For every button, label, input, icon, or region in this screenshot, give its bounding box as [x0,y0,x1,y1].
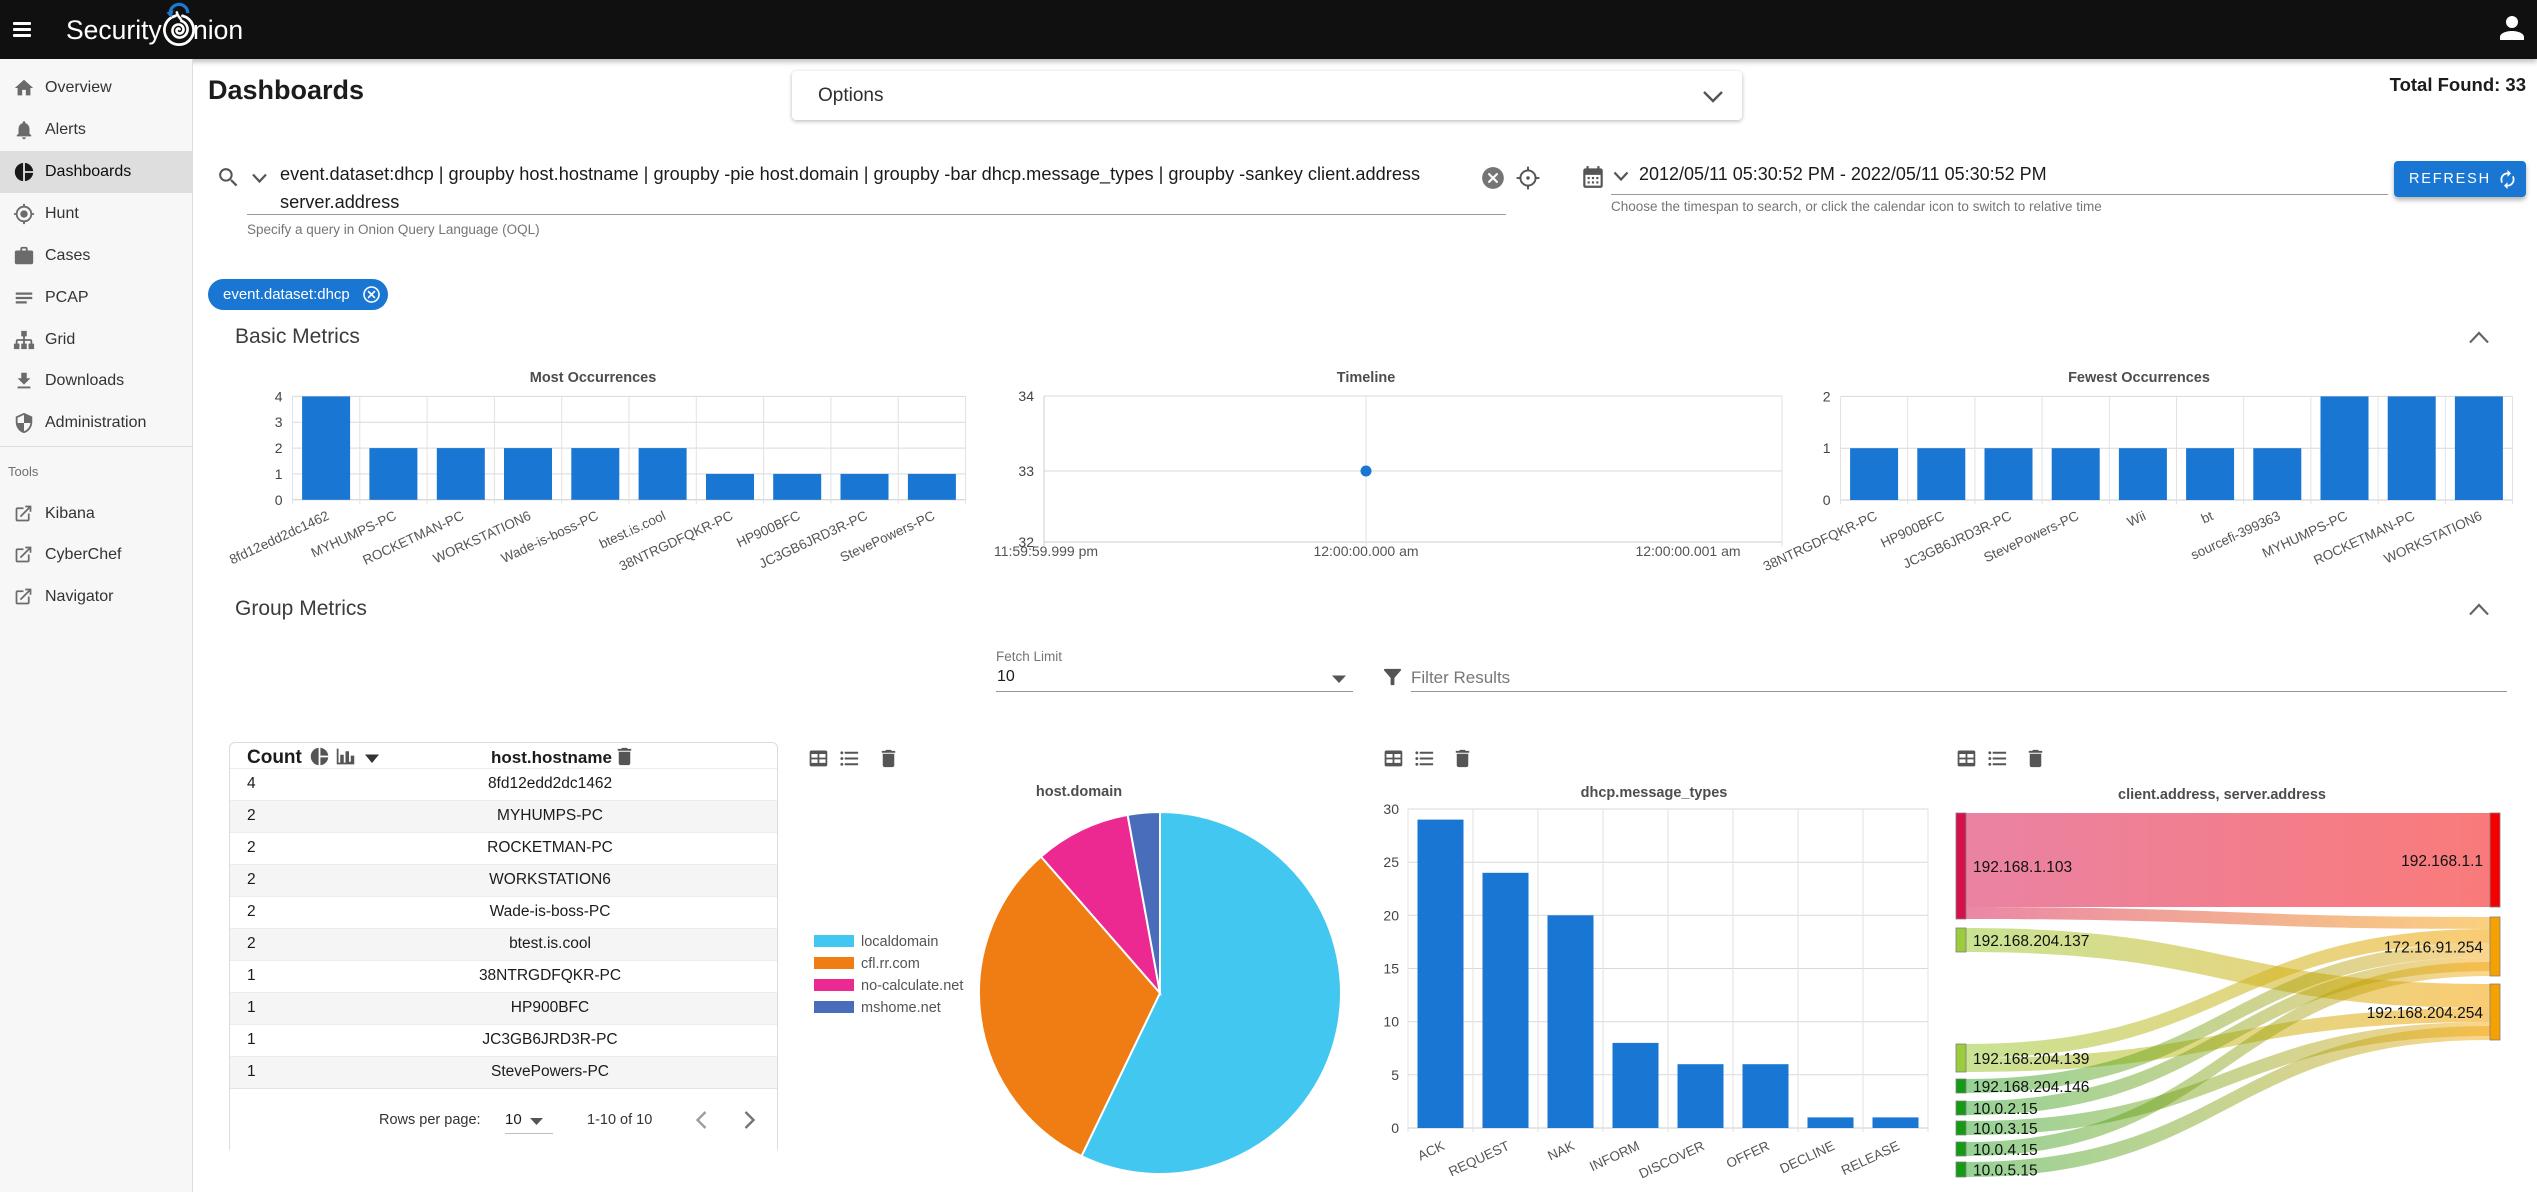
svg-text:15: 15 [1383,961,1399,977]
svg-text:172.16.91.254: 172.16.91.254 [2384,940,2484,957]
svg-text:mshome.net: mshome.net [861,1000,941,1016]
svg-text:38NTRGDFQKR-PC: 38NTRGDFQKR-PC [1761,508,1880,574]
svg-text:10.0.5.15: 10.0.5.15 [1973,1163,2038,1180]
svg-text:10.0.2.15: 10.0.2.15 [1973,1101,2038,1118]
svg-text:0: 0 [275,492,283,508]
svg-text:bt: bt [2199,508,2216,526]
svg-text:2: 2 [275,440,283,456]
svg-text:192.168.1.103: 192.168.1.103 [1973,859,2072,876]
svg-text:Most Occurrences: Most Occurrences [530,370,657,386]
svg-text:Timeline: Timeline [1337,370,1396,386]
svg-text:1: 1 [1823,440,1831,456]
svg-text:DECLINE: DECLINE [1777,1138,1836,1176]
svg-text:Fewest Occurrences: Fewest Occurrences [2068,370,2210,386]
svg-text:ACK: ACK [1415,1138,1447,1163]
svg-text:host.domain: host.domain [1036,784,1122,800]
svg-text:10.0.4.15: 10.0.4.15 [1973,1142,2038,1159]
svg-text:0: 0 [1823,492,1831,508]
svg-text:client.address, server.address: client.address, server.address [2118,787,2326,803]
svg-text:5: 5 [1391,1067,1399,1083]
svg-text:3: 3 [275,414,283,430]
svg-text:4: 4 [275,388,283,404]
svg-text:192.168.204.137: 192.168.204.137 [1973,933,2089,950]
svg-text:cfl.rr.com: cfl.rr.com [861,956,920,972]
svg-text:DISCOVER: DISCOVER [1637,1138,1707,1182]
svg-text:12:00:00.000 am: 12:00:00.000 am [1313,543,1418,559]
svg-text:OFFER: OFFER [1724,1138,1772,1171]
svg-text:no-calculate.net: no-calculate.net [861,978,963,994]
svg-text:INFORM: INFORM [1587,1138,1642,1174]
svg-text:12:00:00.001 am: 12:00:00.001 am [1635,543,1740,559]
svg-text:32: 32 [1018,534,1034,550]
svg-text:30: 30 [1383,801,1399,817]
svg-text:192.168.204.139: 192.168.204.139 [1973,1051,2089,1068]
svg-text:NAK: NAK [1545,1138,1577,1163]
svg-text:dhcp.message_types: dhcp.message_types [1581,785,1728,801]
svg-text:20: 20 [1383,907,1399,923]
svg-text:1: 1 [275,466,283,482]
svg-text:Wii: Wii [2125,508,2148,530]
svg-text:192.168.204.146: 192.168.204.146 [1973,1079,2089,1096]
svg-text:localdomain: localdomain [861,934,938,950]
svg-text:38NTRGDFQKR-PC: 38NTRGDFQKR-PC [617,508,736,574]
svg-text:0: 0 [1391,1120,1399,1136]
svg-text:34: 34 [1018,388,1034,404]
svg-text:25: 25 [1383,854,1399,870]
svg-text:10.0.3.15: 10.0.3.15 [1973,1121,2038,1138]
svg-text:11:59:59.999 pm: 11:59:59.999 pm [994,543,1098,559]
svg-text:REQUEST: REQUEST [1446,1138,1511,1179]
svg-text:2: 2 [1823,388,1831,404]
svg-text:RELEASE: RELEASE [1839,1138,1902,1178]
svg-text:JC3GB6JRD3R-PC: JC3GB6JRD3R-PC [1901,508,2014,571]
svg-text:192.168.1.1: 192.168.1.1 [2401,853,2483,870]
svg-text:10: 10 [1383,1014,1399,1030]
svg-text:33: 33 [1018,463,1034,479]
svg-text:192.168.204.254: 192.168.204.254 [2367,1005,2484,1022]
